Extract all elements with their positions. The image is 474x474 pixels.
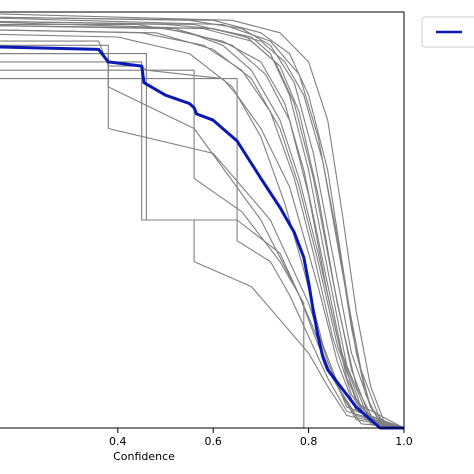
x-tick-label-2: 0.6: [204, 435, 222, 448]
legend: [421, 16, 474, 48]
individual-series-line-7: [0, 25, 405, 429]
individual-series-line-5: [0, 29, 405, 429]
ticks-layer: 0.4 0.6 0.8 1.0: [109, 428, 413, 448]
individual-series-line-17: [0, 61, 405, 429]
series-layer: [0, 13, 405, 430]
individual-series-line-11: [0, 13, 405, 429]
individual-series-line-18: [0, 78, 405, 429]
individual-series-line-9: [0, 33, 405, 429]
individual-series-line-12: [0, 29, 405, 429]
axes-layer: [0, 11, 405, 429]
individual-series-line-13: [0, 24, 405, 429]
x-tick-label-3: 0.8: [300, 435, 318, 448]
x-tick-label-4: 1.0: [395, 435, 413, 448]
individual-series-line-3: [0, 25, 404, 429]
mean-series-line-1: [0, 45, 404, 430]
individual-series-line-20: [0, 23, 405, 429]
individual-series-line-19: [0, 69, 404, 429]
individual-series-line-21: [0, 53, 405, 429]
x-axis-title: Confidence: [113, 450, 175, 463]
individual-series-line-6: [0, 21, 405, 429]
individual-series-line-15: [0, 53, 405, 429]
x-tick-label-1: 0.4: [109, 435, 127, 448]
